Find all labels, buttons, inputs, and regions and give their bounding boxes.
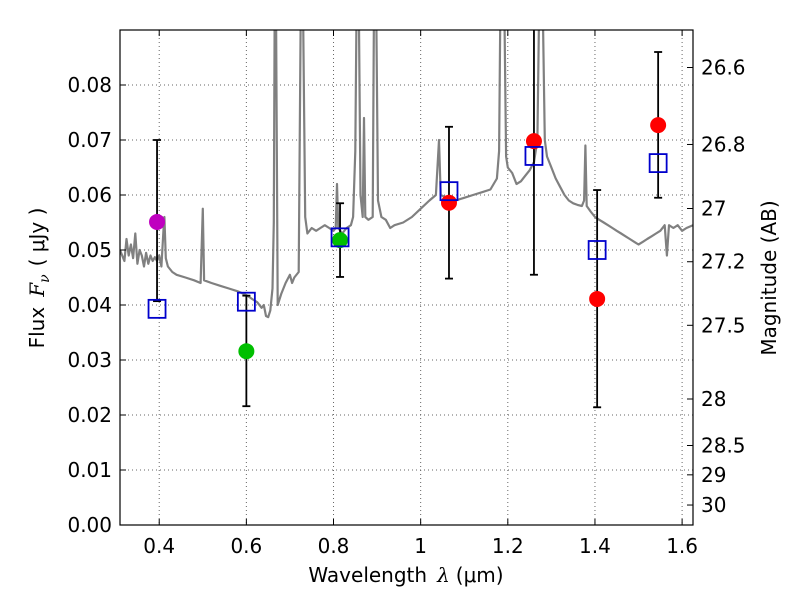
observed-point <box>332 232 349 249</box>
x-tick-label: 0.4 <box>143 534 175 558</box>
magnitude-tick-label: 30 <box>701 493 726 517</box>
observed-points-layer <box>149 117 667 360</box>
y-tick-label: 0.01 <box>67 458 112 482</box>
magnitude-tick-label: 28.5 <box>701 433 746 457</box>
y-tick-label: 0.06 <box>67 183 112 207</box>
observed-point <box>238 343 255 360</box>
plot-frame <box>119 29 694 526</box>
model-photometry-point <box>587 240 607 260</box>
y-axis-ticks: 0.00 0.01 0.02 0.03 0.04 0.05 0.06 0.07 0.08 <box>67 73 126 537</box>
model-photometry-point <box>147 298 167 319</box>
model-photometry-point <box>236 291 256 312</box>
grid-lines <box>120 30 693 525</box>
magnitude-tick-label: 26.8 <box>701 132 746 156</box>
model-photometry-point <box>439 181 459 202</box>
observed-point <box>149 213 166 230</box>
x-tick-label: 1.4 <box>579 534 611 558</box>
y-tick-label: 0.08 <box>67 73 112 97</box>
model-spectrum-line <box>120 30 693 319</box>
magnitude-tick-label: 29 <box>701 463 726 487</box>
magnitude-tick-label: 27 <box>701 196 726 220</box>
y-tick-label: 0.07 <box>67 128 112 152</box>
model-photometry-layer <box>147 146 668 319</box>
x-axis-ticks: 0.4 0.6 0.8 1 1.2 1.4 1.6 <box>143 30 698 558</box>
observed-point <box>440 194 457 211</box>
x-tick-label: 0.8 <box>318 534 350 558</box>
magnitude-axis-ticks: 26.6 26.8 27 27.2 27.5 28 28.5 29 30 <box>687 56 746 517</box>
model-spectrum-layer <box>120 30 693 319</box>
y-axis-label: FluxFν( μJy ) <box>25 208 53 349</box>
model-photometry-point <box>648 153 668 174</box>
model-photometry-point <box>330 227 350 248</box>
y-tick-label: 0.02 <box>67 403 112 427</box>
x-axis-label: Wavelength λ (μm) <box>308 563 503 587</box>
x-tick-label: 1.2 <box>492 534 524 558</box>
magnitude-tick-label: 27.5 <box>701 313 746 337</box>
y-tick-label: 0.00 <box>67 513 112 537</box>
y-tick-label: 0.05 <box>67 238 112 262</box>
magnitude-tick-label: 26.6 <box>701 56 746 80</box>
x-tick-label: 1.6 <box>666 534 698 558</box>
observed-point <box>650 117 667 134</box>
magnitude-axis-label: Magnitude (AB) <box>757 200 781 355</box>
y-tick-label: 0.03 <box>67 348 112 372</box>
observed-point <box>525 133 542 150</box>
model-photometry-point <box>524 146 544 166</box>
magnitude-tick-label: 28 <box>701 387 726 411</box>
x-tick-label: 0.6 <box>230 534 262 558</box>
y-tick-label: 0.04 <box>67 293 112 317</box>
observed-point <box>589 290 606 307</box>
x-tick-label: 1 <box>414 534 427 558</box>
magnitude-tick-label: 27.2 <box>701 250 746 274</box>
